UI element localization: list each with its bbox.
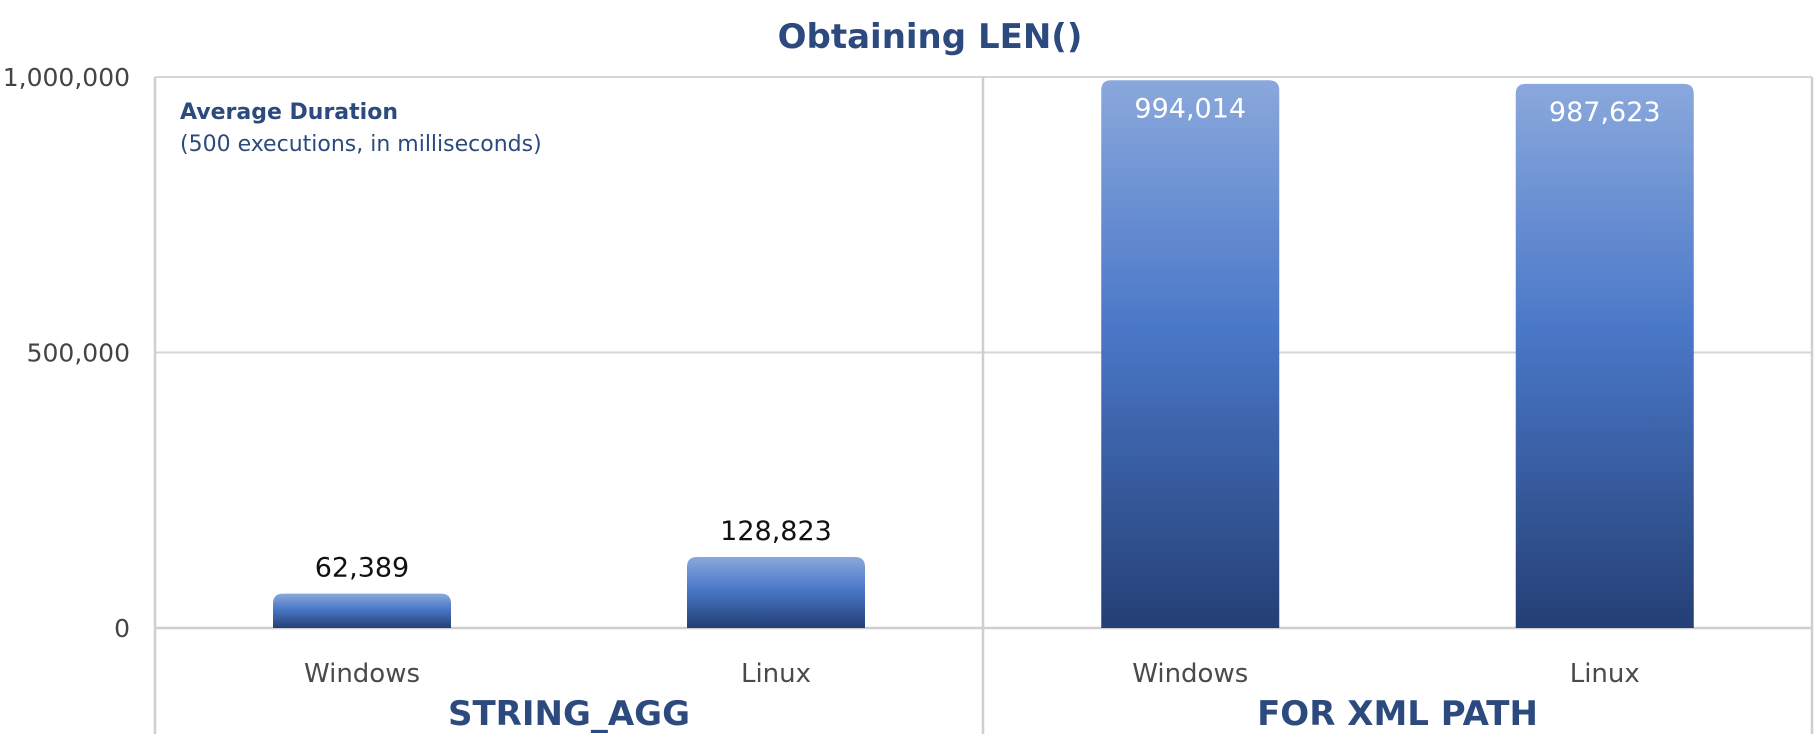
note-title: Average Duration xyxy=(180,100,398,125)
bar xyxy=(1515,83,1694,629)
labels: 62,389 Windows 128,823 Linux STRING_AGG 994,0… xyxy=(304,93,1661,734)
y-tick-label: 0 xyxy=(114,614,130,643)
data-label: 62,389 xyxy=(315,553,409,584)
x-tick-label: Windows xyxy=(304,659,420,689)
bar xyxy=(273,593,451,628)
bars xyxy=(273,80,1694,629)
x-tick-label: Windows xyxy=(1132,659,1248,689)
data-label: 128,823 xyxy=(720,516,832,547)
data-label: 994,014 xyxy=(1134,93,1246,124)
group-label: STRING_AGG xyxy=(448,694,690,734)
bar xyxy=(687,557,865,628)
chart-title: Obtaining LEN() xyxy=(778,17,1083,57)
data-label: 987,623 xyxy=(1549,97,1661,128)
note-subtitle: (500 executions, in milliseconds) xyxy=(180,132,542,157)
y-tick-label: 500,000 xyxy=(27,339,130,368)
x-tick-label: Linux xyxy=(1570,659,1640,689)
bar xyxy=(1101,80,1280,629)
x-tick-label: Linux xyxy=(741,659,811,689)
y-tick-label: 1,000,000 xyxy=(3,63,130,92)
group-label: FOR XML PATH xyxy=(1257,694,1538,734)
